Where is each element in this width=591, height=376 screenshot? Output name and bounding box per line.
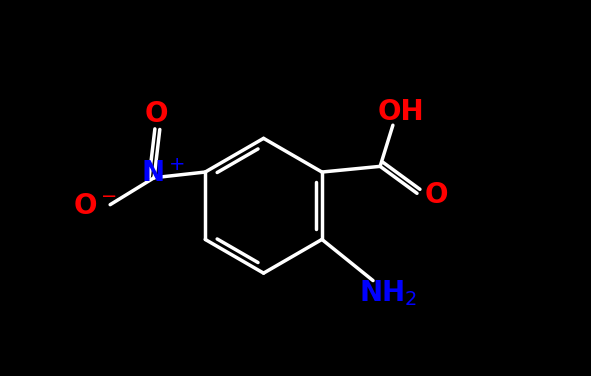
- Text: NH$_2$: NH$_2$: [359, 279, 418, 308]
- Text: OH: OH: [378, 99, 425, 126]
- Text: O: O: [425, 181, 449, 209]
- Text: N$^+$: N$^+$: [141, 160, 184, 188]
- Text: O$^-$: O$^-$: [73, 192, 116, 220]
- Text: O: O: [145, 100, 168, 128]
